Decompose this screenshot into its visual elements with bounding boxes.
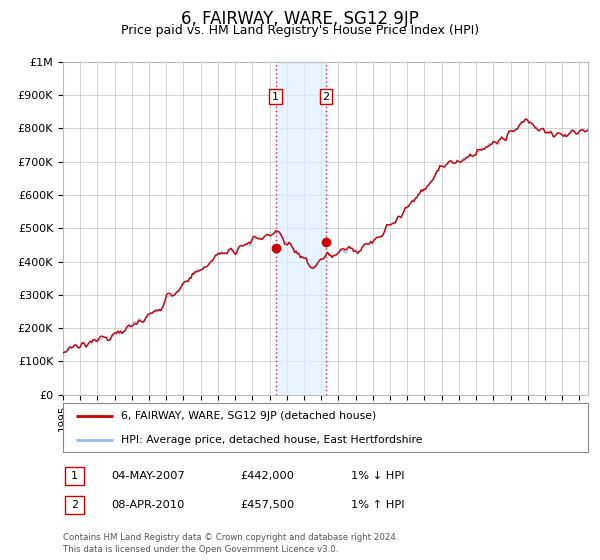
FancyBboxPatch shape [63, 403, 588, 452]
Text: 04-MAY-2007: 04-MAY-2007 [111, 471, 185, 481]
Text: 1: 1 [272, 92, 279, 101]
Text: 6, FAIRWAY, WARE, SG12 9JP: 6, FAIRWAY, WARE, SG12 9JP [181, 10, 419, 28]
Bar [275, 62, 326, 395]
Text: 1% ↑ HPI: 1% ↑ HPI [351, 500, 404, 510]
Text: Price paid vs. HM Land Registry's House Price Index (HPI): Price paid vs. HM Land Registry's House … [121, 24, 479, 36]
Text: Contains HM Land Registry data © Crown copyright and database right 2024.
This d: Contains HM Land Registry data © Crown c… [63, 533, 398, 554]
FancyBboxPatch shape [65, 467, 84, 485]
Text: HPI: Average price, detached house, East Hertfordshire: HPI: Average price, detached house, East… [121, 435, 422, 445]
Text: 1: 1 [71, 471, 78, 481]
Text: £442,000: £442,000 [240, 471, 294, 481]
Text: 1% ↓ HPI: 1% ↓ HPI [351, 471, 404, 481]
FancyBboxPatch shape [65, 496, 84, 514]
Text: 2: 2 [71, 500, 78, 510]
Text: 08-APR-2010: 08-APR-2010 [111, 500, 184, 510]
Text: 6, FAIRWAY, WARE, SG12 9JP (detached house): 6, FAIRWAY, WARE, SG12 9JP (detached hou… [121, 412, 376, 422]
Text: £457,500: £457,500 [240, 500, 294, 510]
Text: 2: 2 [322, 92, 329, 101]
